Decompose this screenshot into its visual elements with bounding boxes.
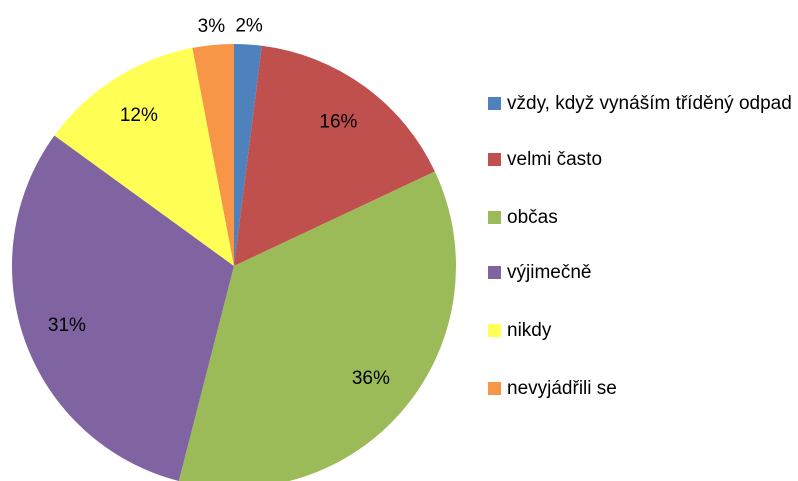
legend-label: výjimečně	[507, 262, 592, 283]
legend-item: výjimečně	[488, 261, 792, 285]
pie-slice	[234, 44, 262, 266]
legend-swatch	[488, 153, 501, 166]
pie-slice	[234, 45, 435, 267]
legend-swatch	[488, 97, 501, 110]
data-label: 36%	[352, 368, 390, 389]
data-label: 31%	[48, 315, 86, 336]
legend-label: nikdy	[507, 320, 552, 341]
legend-swatch	[488, 211, 501, 224]
legend-item: nevyjádřili se	[488, 377, 792, 401]
pie-slice	[12, 135, 234, 481]
pie-slice	[192, 44, 234, 266]
legend-item: občas	[488, 206, 792, 230]
data-label: 16%	[319, 111, 357, 132]
data-label: 3%	[198, 16, 226, 37]
legend-item: vždy, když vynáším tříděný odpad	[488, 92, 792, 116]
legend-item: nikdy	[488, 319, 792, 343]
pie-slice	[54, 47, 235, 266]
legend-swatch	[488, 324, 501, 337]
legend-label: občas	[507, 207, 558, 228]
legend-label: nevyjádřili se	[507, 378, 617, 399]
legend-item: velmi často	[488, 148, 792, 172]
legend-swatch	[488, 266, 501, 279]
data-label: 12%	[120, 105, 158, 126]
legend-label: velmi často	[507, 149, 603, 170]
data-label: 2%	[235, 15, 263, 36]
legend-swatch	[488, 382, 501, 395]
legend-label: vždy, když vynáším tříděný odpad	[507, 93, 792, 114]
pie-slice	[178, 171, 456, 481]
